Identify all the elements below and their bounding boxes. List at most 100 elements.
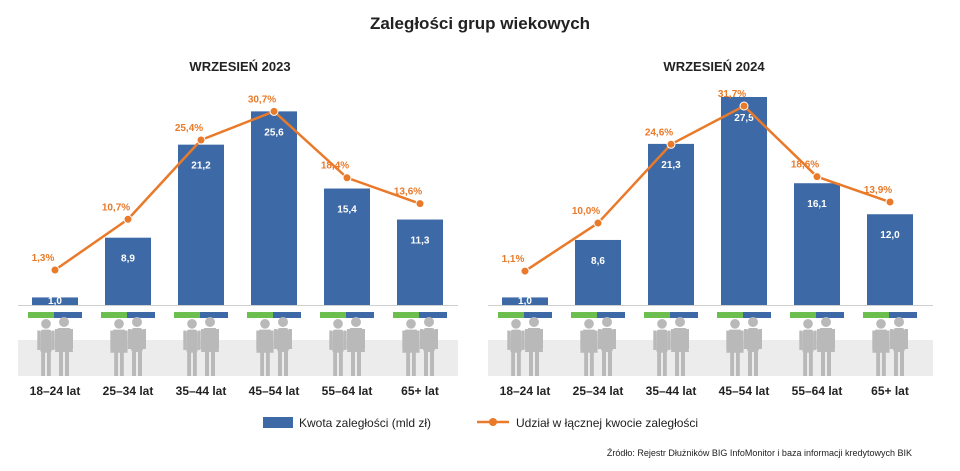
person-1-2-b-arm-left <box>671 329 674 349</box>
person-0-2-b-body <box>201 328 219 352</box>
category-label-0-5: 65+ lat <box>401 384 439 398</box>
person-1-3-a-head <box>730 318 740 329</box>
person-0-0-b <box>55 317 73 376</box>
person-1-2-a <box>653 318 671 376</box>
person-0-0-b-body <box>55 328 73 352</box>
person-0-3-a-arm-left <box>256 330 260 350</box>
person-0-1-b-head <box>132 317 142 327</box>
person-1-1-b <box>598 317 616 376</box>
person-1-0-a-leg-right <box>516 351 521 376</box>
bar-0-3 <box>251 111 297 305</box>
stripe-green-1-2 <box>644 312 670 318</box>
person-0-5-b-leg-right <box>430 351 434 376</box>
person-0-1-b-leg-right <box>138 351 142 376</box>
person-1-3-b-arm-right <box>759 329 762 349</box>
person-1-5-a <box>872 318 890 376</box>
bar-label-0-1: 8,9 <box>121 254 135 265</box>
person-0-3-a <box>256 318 274 376</box>
person-0-0-b-leg-right <box>65 351 69 376</box>
bar-label-0-2: 21,2 <box>191 161 211 172</box>
person-0-0-a-arm-left <box>37 330 41 350</box>
source-note: Źródło: Rejestr Dłużników BIG InfoMonito… <box>607 448 912 458</box>
person-0-5-b-body <box>423 328 435 352</box>
person-0-2-a-leg-right <box>192 351 197 376</box>
person-0-0-a <box>37 318 55 376</box>
person-1-4-b-leg-left <box>821 351 825 376</box>
person-1-0-b-arm-right <box>540 329 543 349</box>
bar-label-1-4: 16,1 <box>807 199 827 210</box>
person-0-1-a-body <box>110 329 128 353</box>
person-0-4-b-leg-right <box>357 351 361 376</box>
category-label-1-5: 65+ lat <box>871 384 909 398</box>
person-1-5-a-leg-right <box>881 351 886 376</box>
person-0-5-a-leg-right <box>411 351 416 376</box>
person-0-0-a-head <box>41 318 51 329</box>
person-0-1-b-arm-right <box>143 329 146 349</box>
stripe-blue-0-5 <box>419 312 447 318</box>
person-1-2-b-leg-left <box>675 351 679 376</box>
stripe-green-0-2 <box>174 312 200 318</box>
panel-1-ground <box>488 340 933 376</box>
stripe-green-1-4 <box>790 312 816 318</box>
person-1-3-b-head <box>748 317 758 327</box>
chart-title: Zaległości grup wiekowych <box>370 14 590 33</box>
person-0-3-b-leg-left <box>278 351 282 376</box>
bar-1-5 <box>867 214 913 305</box>
person-1-2-a-leg-left <box>657 351 662 376</box>
person-0-1-a-leg-left <box>114 351 119 376</box>
person-1-4-a-arm-left <box>799 330 803 350</box>
person-0-5-a <box>402 318 420 376</box>
bar-0-0 <box>32 297 78 305</box>
person-1-1-b-body <box>601 328 613 352</box>
person-1-3-a-leg-left <box>730 351 735 376</box>
line-point-1-3 <box>739 101 749 111</box>
person-1-0-b-leg-right <box>535 351 539 376</box>
pct-label-0-2: 25,4% <box>175 123 203 134</box>
person-0-3-b-arm-right <box>289 329 292 349</box>
person-1-0-a-leg-left <box>511 351 516 376</box>
bar-1-0 <box>502 297 548 305</box>
person-1-3-a-arm-right <box>740 330 744 350</box>
person-0-4-b-arm-right <box>362 329 365 349</box>
person-1-3-b-leg-right <box>754 351 758 376</box>
person-1-1-b-leg-left <box>602 351 606 376</box>
category-label-0-2: 35–44 lat <box>176 384 227 398</box>
legend-line-marker <box>489 418 497 426</box>
pct-label-1-0: 1,1% <box>502 254 525 265</box>
person-0-1-a-arm-left <box>110 330 114 350</box>
person-0-4-a-body <box>332 329 344 353</box>
person-0-2-a-leg-left <box>187 351 192 376</box>
person-0-2-a-head <box>187 318 197 329</box>
pct-label-0-5: 13,6% <box>394 187 422 198</box>
person-0-2-a <box>183 318 201 376</box>
person-1-5-b-body <box>893 328 905 352</box>
bar-label-0-0: 1,0 <box>48 296 62 307</box>
person-0-3-a-arm-right <box>270 330 274 350</box>
person-1-4-a-body <box>802 329 814 353</box>
person-0-0-b-arm-right <box>70 329 73 349</box>
line-point-1-1 <box>593 218 603 228</box>
stripe-green-0-5 <box>393 312 419 318</box>
person-0-3-b-leg-right <box>284 351 288 376</box>
person-1-4-a-leg-right <box>808 351 813 376</box>
bar-label-1-0: 1,0 <box>518 296 532 307</box>
person-0-5-b <box>420 317 438 376</box>
line-point-0-4 <box>342 173 352 183</box>
stripe-green-1-0 <box>498 312 524 318</box>
bar-label-0-4: 15,4 <box>337 205 357 216</box>
stripe-blue-0-0 <box>54 312 82 318</box>
panel-1-title: WRZESIEŃ 2024 <box>663 59 765 74</box>
person-0-2-a-body <box>186 329 198 353</box>
person-0-4-b <box>347 317 365 376</box>
person-0-4-a-arm-left <box>329 330 333 350</box>
person-0-0-a-leg-right <box>46 351 51 376</box>
person-0-0-b-leg-left <box>59 351 63 376</box>
category-label-0-0: 18–24 lat <box>30 384 81 398</box>
bar-label-1-1: 8,6 <box>591 256 605 267</box>
person-0-1-a-arm-right <box>124 330 128 350</box>
person-1-1-b-head <box>602 317 612 327</box>
person-1-1-a-arm-right <box>594 330 598 350</box>
person-0-4-b-body <box>347 328 365 352</box>
category-label-1-1: 25–34 lat <box>573 384 624 398</box>
bar-0-1 <box>105 237 151 305</box>
